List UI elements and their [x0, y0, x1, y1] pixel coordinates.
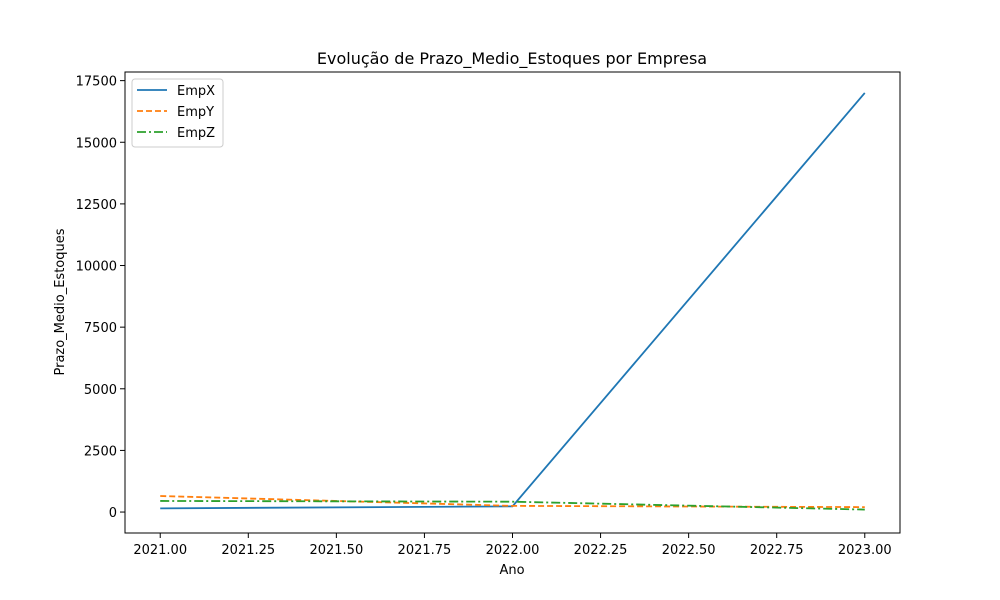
y-tick-label: 12500: [76, 198, 117, 213]
series-layer: [160, 92, 866, 511]
x-axis-label: Ano: [499, 563, 524, 578]
x-tick-label: 2022.25: [574, 543, 628, 558]
y-tick-label: 0: [109, 506, 117, 521]
x-tick-label: 2022.50: [662, 543, 716, 558]
y-tick-label: 15000: [76, 136, 117, 151]
y-tick-label: 17500: [76, 75, 117, 90]
y-tick-label: 5000: [84, 383, 117, 398]
legend-label-empz: EmpZ: [177, 126, 215, 141]
legend-box: [131, 78, 224, 148]
series-line-empy: [160, 495, 865, 509]
plot-frame: [124, 71, 901, 534]
x-tick-label: 2021.75: [398, 543, 452, 558]
y-tick-label: 2500: [84, 444, 117, 459]
series-line-empx: [160, 92, 866, 510]
y-tick-label: 7500: [84, 321, 117, 336]
x-tick-label: 2023.00: [838, 543, 892, 558]
legend: EmpX EmpY EmpZ: [131, 78, 224, 148]
x-tick-label: 2022.00: [486, 543, 540, 558]
x-tick-label: 2021.25: [221, 543, 275, 558]
x-axis: 2021.00 2021.25 2021.50 2021.75 2022.00 2022.…: [133, 533, 892, 558]
legend-label-empy: EmpY: [177, 105, 214, 120]
x-tick-label: 2021.50: [309, 543, 363, 558]
y-tick-label: 10000: [76, 260, 117, 275]
x-tick-label: 2022.75: [750, 543, 804, 558]
x-tick-label: 2021.00: [133, 543, 187, 558]
series-line-empz: [160, 500, 865, 511]
legend-label-empx: EmpX: [177, 84, 215, 99]
y-axis: 0 2500 5000 7500 10000 12500 15000 17500: [76, 75, 125, 521]
chart-title: Evolução de Prazo_Medio_Estoques por Emp…: [317, 49, 707, 69]
y-axis-label: Prazo_Medio_Estoques: [53, 228, 68, 375]
